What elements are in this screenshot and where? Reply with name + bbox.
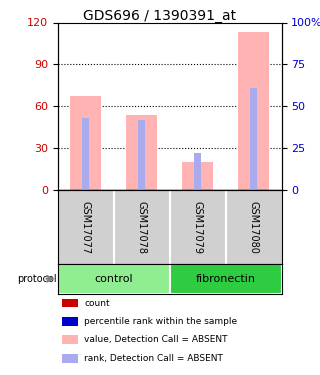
- Bar: [62, 354, 78, 363]
- Bar: [126, 115, 157, 190]
- Text: percentile rank within the sample: percentile rank within the sample: [84, 317, 238, 326]
- Text: GSM17080: GSM17080: [249, 201, 259, 254]
- Text: rank, Detection Call = ABSENT: rank, Detection Call = ABSENT: [84, 354, 223, 363]
- Bar: [82, 118, 89, 190]
- FancyBboxPatch shape: [170, 264, 282, 294]
- Bar: [138, 120, 145, 190]
- Bar: [62, 317, 78, 326]
- FancyBboxPatch shape: [58, 264, 170, 294]
- Bar: [182, 162, 213, 190]
- Text: value, Detection Call = ABSENT: value, Detection Call = ABSENT: [84, 335, 228, 344]
- Text: GSM17077: GSM17077: [81, 201, 91, 254]
- Text: control: control: [94, 274, 133, 284]
- Bar: [62, 336, 78, 344]
- Text: GSM17078: GSM17078: [137, 201, 147, 254]
- Bar: [238, 32, 269, 190]
- Text: count: count: [84, 298, 110, 307]
- Text: fibronectin: fibronectin: [196, 274, 256, 284]
- Bar: [250, 88, 257, 190]
- Bar: [70, 96, 101, 190]
- Text: protocol: protocol: [17, 274, 56, 284]
- Text: GDS696 / 1390391_at: GDS696 / 1390391_at: [84, 9, 236, 23]
- Bar: [62, 298, 78, 307]
- Bar: [194, 153, 201, 190]
- Text: GSM17079: GSM17079: [193, 201, 203, 254]
